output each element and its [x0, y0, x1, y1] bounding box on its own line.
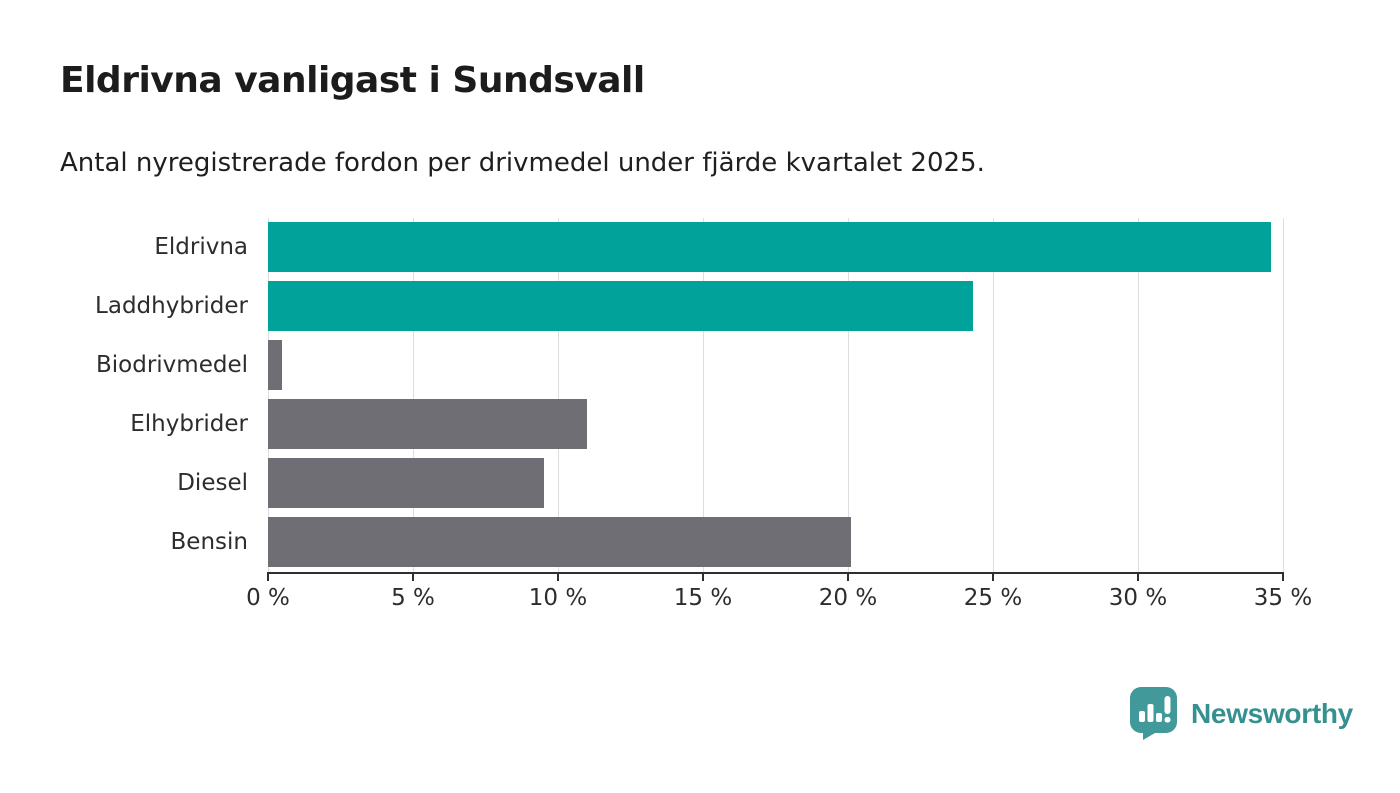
bar-diesel — [268, 458, 544, 508]
gridline — [413, 218, 414, 572]
axis-tick-label: 5 % — [391, 585, 435, 611]
gridline — [1283, 218, 1284, 572]
gridline — [268, 218, 269, 572]
gridline — [703, 218, 704, 572]
axis-tick — [1137, 572, 1139, 581]
plot-area — [267, 218, 1284, 581]
axis-tick — [847, 572, 849, 581]
axis-tick-label: 15 % — [673, 585, 733, 611]
axis-tick — [412, 572, 414, 581]
gridline — [1138, 218, 1139, 572]
axis-tick — [557, 572, 559, 581]
axis-tick-label: 30 % — [1108, 585, 1168, 611]
x-axis-line — [268, 572, 1284, 574]
axis-tick — [267, 572, 269, 581]
newsworthy-logo-icon — [1130, 687, 1177, 740]
axis-tick-label: 35 % — [1253, 585, 1313, 611]
axis-tick-label: 0 % — [246, 585, 290, 611]
category-label: Elhybrider — [130, 411, 248, 437]
gridline — [848, 218, 849, 572]
category-label: Biodrivmedel — [96, 352, 248, 378]
axis-tick — [992, 572, 994, 581]
category-label: Diesel — [177, 470, 248, 496]
category-label: Eldrivna — [154, 234, 248, 260]
chart-title: Eldrivna vanligast i Sundsvall — [60, 60, 645, 101]
gridline — [993, 218, 994, 572]
bar-biodrivmedel — [268, 340, 283, 390]
axis-tick-label: 20 % — [818, 585, 878, 611]
axis-tick — [1282, 572, 1284, 581]
brand-footer: Newsworthy — [1130, 687, 1353, 740]
chart-subtitle: Antal nyregistrerade fordon per drivmede… — [60, 148, 985, 178]
bar-elhybrider — [268, 399, 587, 449]
gridline — [558, 218, 559, 572]
x-axis-tick-labels: 0 % 5 % 10 % 15 % 20 % 25 % 30 % 35 % — [246, 585, 1312, 617]
category-label: Bensin — [170, 529, 248, 555]
category-labels: Eldrivna Laddhybrider Biodrivmedel Elhybrid… — [0, 218, 248, 572]
axis-tick-label: 25 % — [963, 585, 1023, 611]
bar-eldrivna — [268, 222, 1272, 272]
axis-tick-label: 10 % — [528, 585, 588, 611]
bar-laddhybrider — [268, 281, 973, 331]
axis-tick — [702, 572, 704, 581]
category-label: Laddhybrider — [95, 293, 248, 319]
brand-name: Newsworthy — [1191, 697, 1353, 729]
bar-bensin — [268, 517, 851, 567]
